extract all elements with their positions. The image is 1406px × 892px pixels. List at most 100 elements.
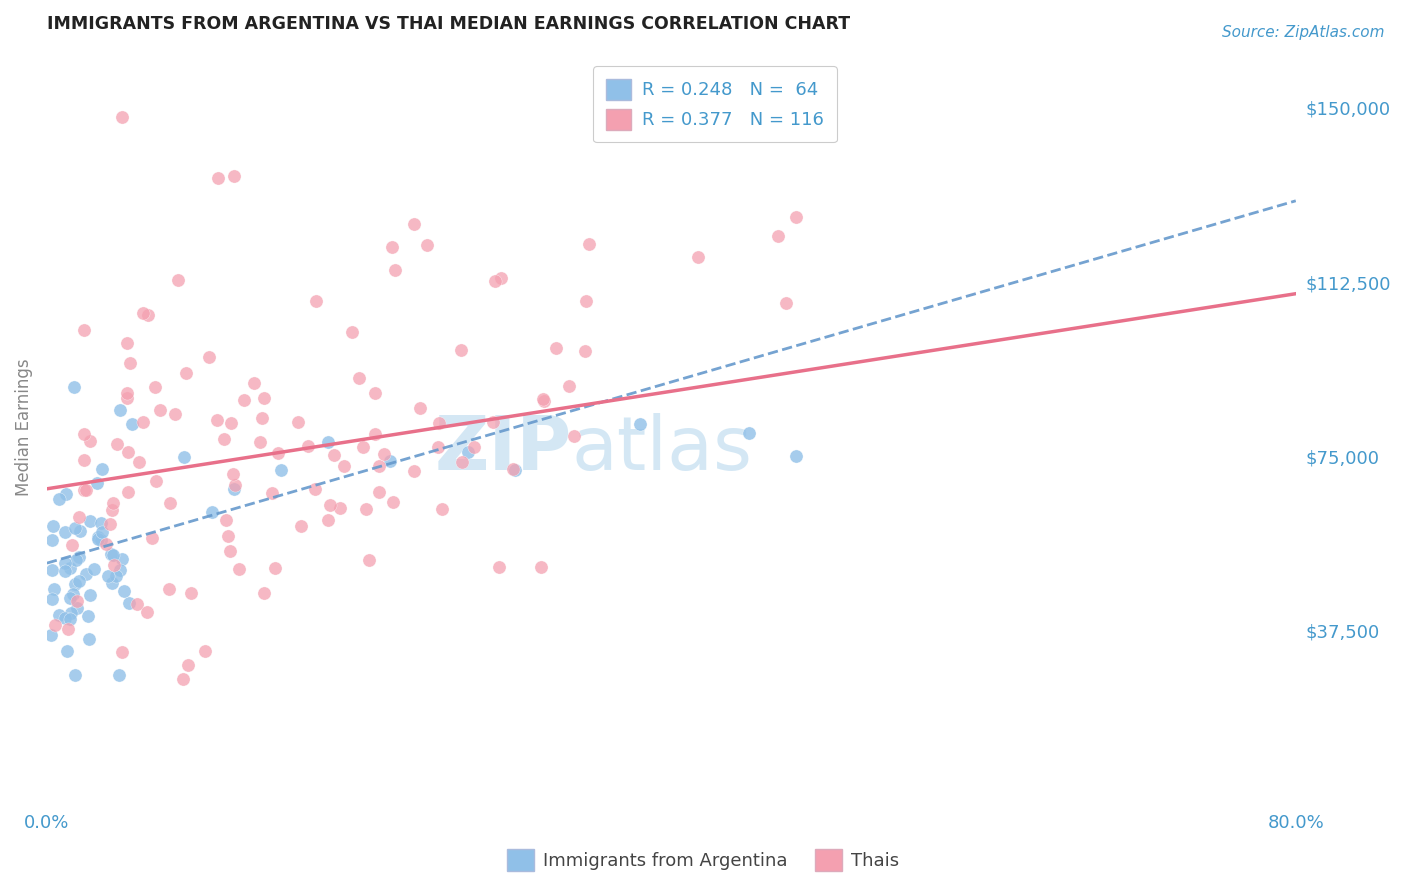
Point xyxy=(260,486,283,500)
Point xyxy=(86,475,108,490)
Point xyxy=(381,240,404,254)
Point xyxy=(103,558,125,572)
Point xyxy=(44,618,66,632)
Point xyxy=(222,467,245,481)
Point xyxy=(381,495,404,509)
Point xyxy=(354,502,377,516)
Point xyxy=(77,632,100,646)
Point xyxy=(578,237,600,252)
Point xyxy=(101,548,124,562)
Point xyxy=(111,645,134,659)
Point xyxy=(267,446,290,460)
Point xyxy=(558,379,581,393)
Point xyxy=(368,458,391,473)
Point xyxy=(368,485,391,500)
Point xyxy=(198,351,221,365)
Text: Source: ZipAtlas.com: Source: ZipAtlas.com xyxy=(1222,25,1385,40)
Point xyxy=(83,562,105,576)
Point xyxy=(364,427,387,442)
Point xyxy=(212,432,235,446)
Point xyxy=(53,611,76,625)
Point xyxy=(194,644,217,658)
Point xyxy=(111,110,134,124)
Point xyxy=(342,325,364,339)
Point xyxy=(450,343,472,357)
Point xyxy=(79,588,101,602)
Point xyxy=(502,462,524,476)
Point xyxy=(352,441,374,455)
Point xyxy=(101,496,124,510)
Point xyxy=(59,606,82,620)
Point xyxy=(41,533,63,548)
Point xyxy=(115,335,138,350)
Text: ZIP: ZIP xyxy=(434,413,571,486)
Point xyxy=(73,426,96,441)
Point xyxy=(373,447,395,461)
Point xyxy=(66,601,89,615)
Point xyxy=(136,308,159,322)
Point xyxy=(48,608,70,623)
Legend: Immigrants from Argentina, Thais: Immigrants from Argentina, Thais xyxy=(499,842,907,879)
Point xyxy=(219,544,242,558)
Point xyxy=(214,513,236,527)
Point xyxy=(457,444,479,458)
Point xyxy=(249,435,271,450)
Point xyxy=(305,293,328,308)
Point xyxy=(108,402,131,417)
Point xyxy=(58,622,80,636)
Point xyxy=(316,435,339,450)
Point xyxy=(127,597,149,611)
Point xyxy=(270,463,292,477)
Point xyxy=(222,169,245,184)
Point xyxy=(233,392,256,407)
Point xyxy=(73,323,96,337)
Point xyxy=(60,537,83,551)
Point xyxy=(42,582,65,596)
Point xyxy=(304,483,326,497)
Point xyxy=(253,586,276,600)
Point xyxy=(200,504,222,518)
Point xyxy=(775,296,797,310)
Point xyxy=(69,524,91,539)
Point xyxy=(55,486,77,500)
Point xyxy=(333,459,356,474)
Point xyxy=(98,516,121,531)
Point xyxy=(75,566,97,581)
Point xyxy=(120,356,142,370)
Point xyxy=(228,562,250,576)
Point xyxy=(48,491,70,506)
Point xyxy=(107,667,129,681)
Legend: R = 0.248   N =  64, R = 0.377   N = 116: R = 0.248 N = 64, R = 0.377 N = 116 xyxy=(593,66,837,143)
Point xyxy=(357,552,380,566)
Point xyxy=(118,596,141,610)
Point xyxy=(87,532,110,546)
Point xyxy=(39,628,62,642)
Point xyxy=(252,391,274,405)
Point xyxy=(87,530,110,544)
Point xyxy=(53,557,76,571)
Text: atlas: atlas xyxy=(571,413,752,486)
Point xyxy=(94,537,117,551)
Point xyxy=(67,549,90,564)
Point xyxy=(53,525,76,540)
Point xyxy=(105,437,128,451)
Point xyxy=(159,496,181,510)
Point xyxy=(427,416,450,430)
Point xyxy=(149,402,172,417)
Point xyxy=(41,591,63,606)
Y-axis label: Median Earnings: Median Earnings xyxy=(15,359,32,496)
Point xyxy=(628,417,651,431)
Point xyxy=(177,658,200,673)
Point xyxy=(59,612,82,626)
Point xyxy=(65,553,87,567)
Point xyxy=(224,478,246,492)
Point xyxy=(217,529,239,543)
Point xyxy=(319,499,342,513)
Point xyxy=(263,560,285,574)
Point xyxy=(62,587,84,601)
Point xyxy=(143,379,166,393)
Point xyxy=(91,524,114,539)
Point xyxy=(323,448,346,462)
Point xyxy=(738,425,761,440)
Point xyxy=(105,568,128,582)
